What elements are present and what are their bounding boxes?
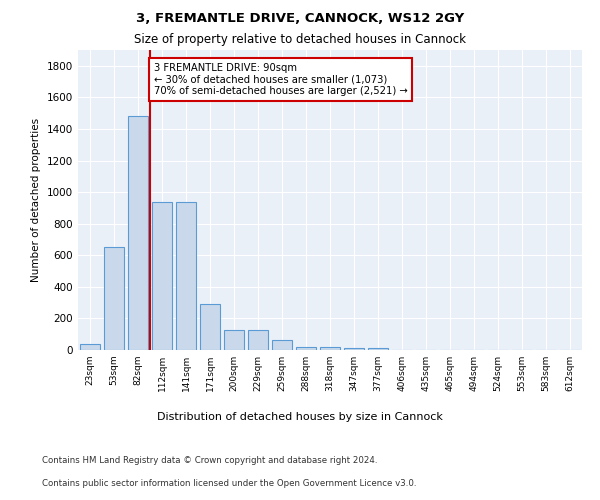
Bar [80, 344, 100, 350]
Text: 3 FREMANTLE DRIVE: 90sqm
← 30% of detached houses are smaller (1,073)
70% of sem: 3 FREMANTLE DRIVE: 90sqm ← 30% of detach… [154, 62, 407, 96]
Bar [320, 346, 340, 350]
Bar [368, 348, 388, 350]
Bar [176, 202, 196, 350]
Text: Size of property relative to detached houses in Cannock: Size of property relative to detached ho… [134, 32, 466, 46]
Bar [152, 202, 172, 350]
Bar [272, 340, 292, 350]
Bar [344, 348, 364, 350]
Text: Contains HM Land Registry data © Crown copyright and database right 2024.: Contains HM Land Registry data © Crown c… [42, 456, 377, 465]
Bar [248, 330, 268, 350]
Bar [104, 248, 124, 350]
Bar [128, 116, 148, 350]
Text: Contains public sector information licensed under the Open Government Licence v3: Contains public sector information licen… [42, 478, 416, 488]
Bar [224, 330, 244, 350]
Y-axis label: Number of detached properties: Number of detached properties [31, 118, 41, 282]
Text: Distribution of detached houses by size in Cannock: Distribution of detached houses by size … [157, 412, 443, 422]
Bar [200, 304, 220, 350]
Bar [296, 346, 316, 350]
Text: 3, FREMANTLE DRIVE, CANNOCK, WS12 2GY: 3, FREMANTLE DRIVE, CANNOCK, WS12 2GY [136, 12, 464, 26]
